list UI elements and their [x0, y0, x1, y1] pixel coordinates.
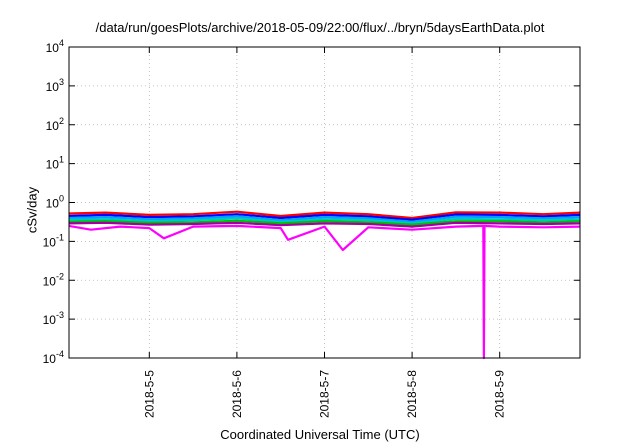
y-tick-label: 10-3 — [43, 310, 64, 327]
chart-title: /data/run/goesPlots/archive/2018-05-09/2… — [95, 20, 545, 35]
y-tick-label: 101 — [46, 155, 64, 172]
x-tick-label: 2018-5-9 — [493, 370, 507, 418]
x-tick-label: 2018-5-6 — [230, 370, 244, 418]
y-tick-label: 10-1 — [43, 232, 64, 249]
x-axis-label: Coordinated Universal Time (UTC) — [220, 427, 420, 442]
plot-border — [68, 46, 581, 359]
series-line-6 — [68, 221, 581, 228]
series-line-1 — [68, 210, 581, 220]
x-tick-label: 2018-5-5 — [142, 370, 156, 418]
x-tick-label: 2018-5-7 — [318, 370, 332, 418]
series-line-3 — [68, 215, 581, 223]
x-tick-label: 2018-5-8 — [405, 370, 419, 418]
y-tick-label: 104 — [46, 38, 64, 55]
y-tick-label: 10-4 — [43, 349, 64, 366]
y-tick-label: 103 — [46, 77, 64, 94]
series-line-2 — [68, 213, 581, 221]
series-line-5 — [68, 219, 581, 226]
series-line-4 — [68, 217, 581, 225]
y-tick-label: 10-2 — [43, 271, 64, 288]
y-tick-label: 102 — [46, 116, 64, 133]
series-line-7 — [68, 224, 581, 360]
y-tick-label: 100 — [46, 194, 64, 211]
